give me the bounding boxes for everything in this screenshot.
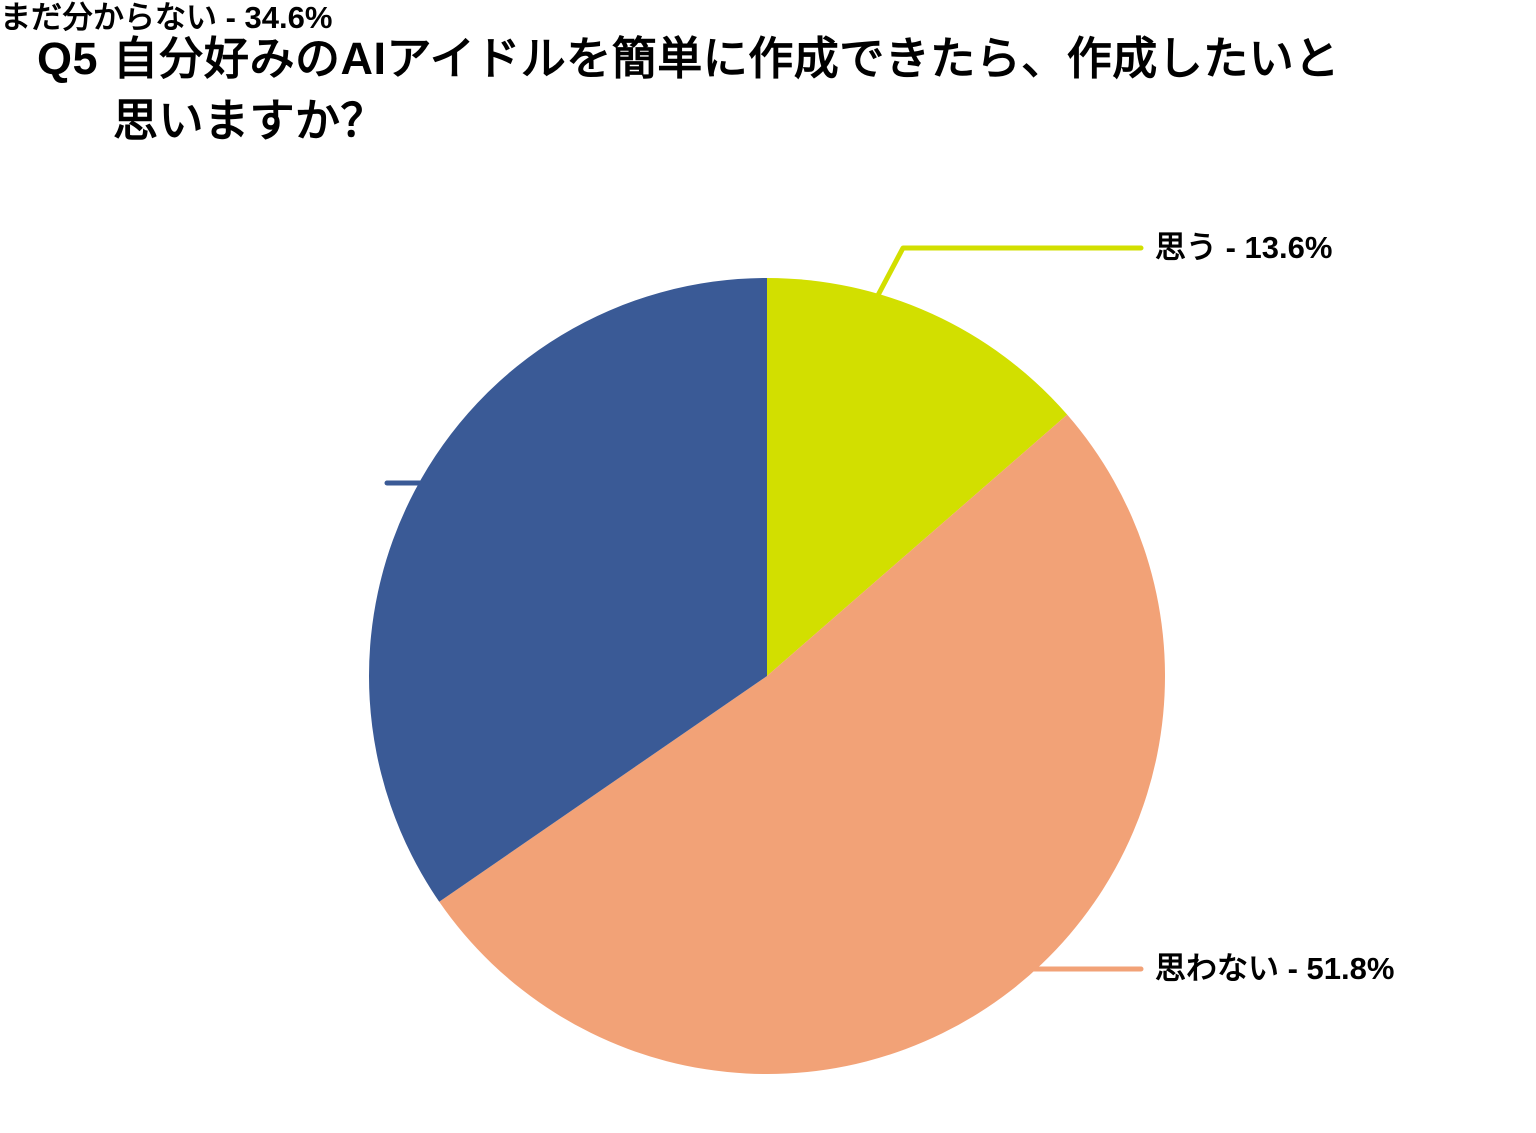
slice-label-omowanai: 思わない - 51.8% xyxy=(1155,951,1395,986)
leader-line-1 xyxy=(873,245,1144,302)
question-number: Q5 xyxy=(37,33,99,84)
chart-title: Q5 自分好みのAIアイドルを簡単に作成できたら、作成したいと 思いますか？ xyxy=(37,28,1340,152)
slice-label-mada-wakaranai: まだ分からない - 34.6% xyxy=(0,0,333,35)
question-text: 自分好みのAIアイドルを簡単に作成できたら、作成したいと 思いますか？ xyxy=(113,28,1340,152)
pie-slice-1 xyxy=(767,278,1068,676)
question-text-line1: 自分好みのAIアイドルを簡単に作成できたら、作成したいと xyxy=(113,33,1340,84)
pie-slice-3 xyxy=(368,278,767,902)
question-text-line2: 思いますか？ xyxy=(113,95,387,146)
slice-label-omou: 思う - 13.6% xyxy=(1155,230,1333,265)
pie-slice-2 xyxy=(439,414,1166,1075)
